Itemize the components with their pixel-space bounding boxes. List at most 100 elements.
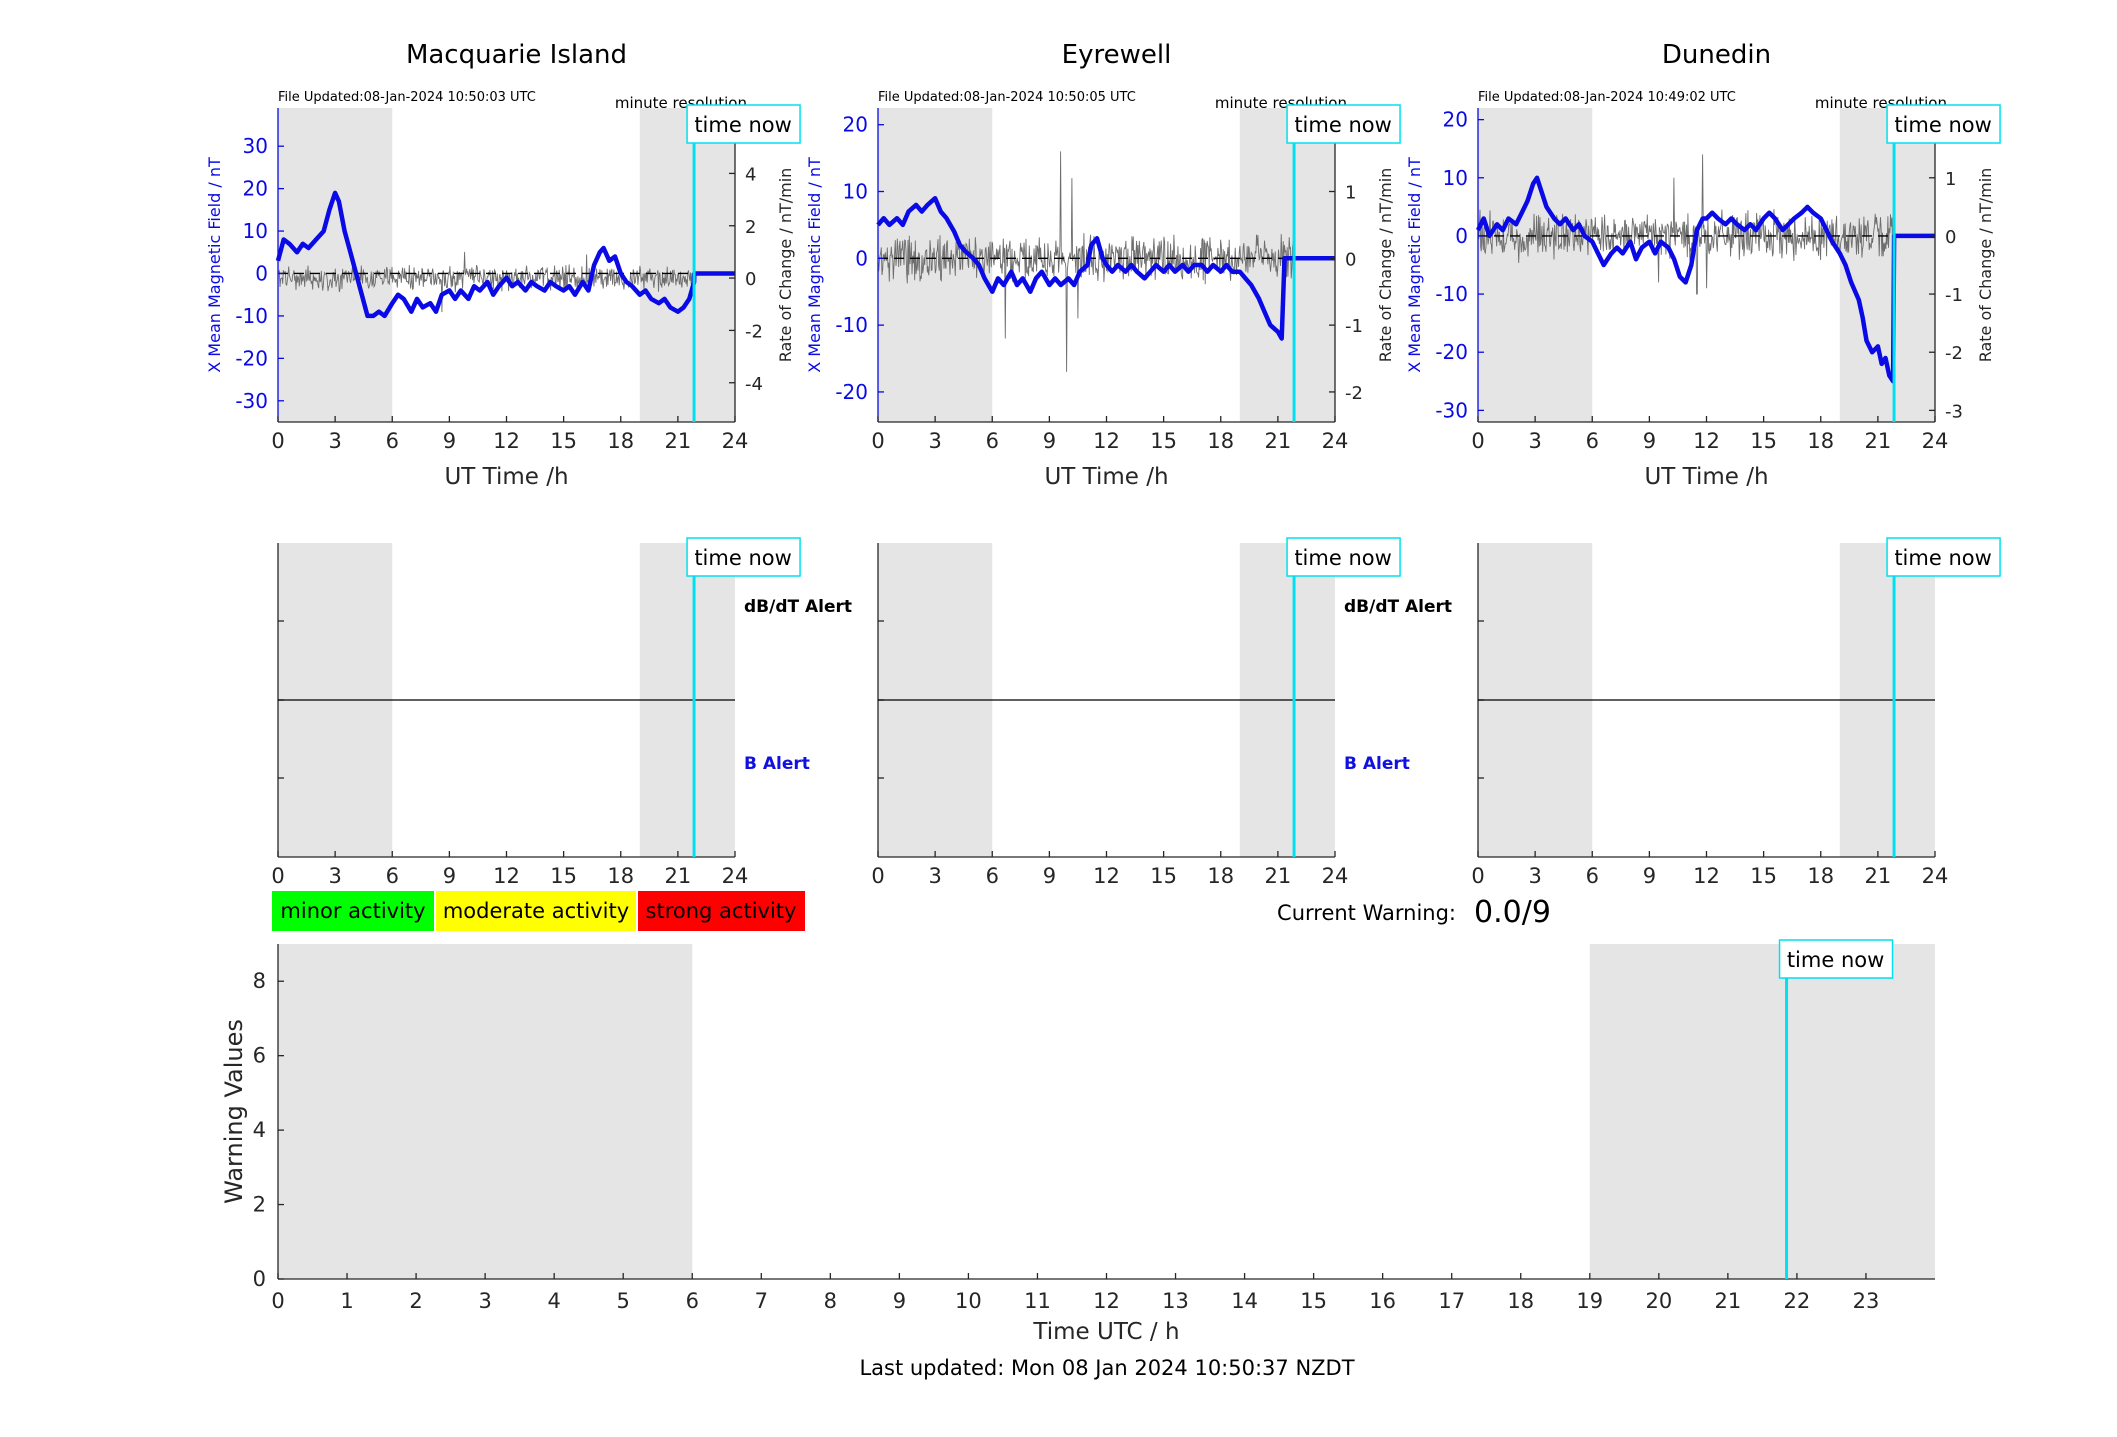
b-alert-label: B Alert bbox=[1344, 754, 1410, 774]
y-right-tick-label: 0 bbox=[1945, 227, 1956, 248]
warning-x-tick-label: 7 bbox=[755, 1289, 768, 1313]
night-shade bbox=[1478, 108, 1593, 422]
legend-minor-label: minor activity bbox=[280, 899, 425, 923]
time-now-box bbox=[1886, 104, 2001, 144]
x-tick-label: 12 bbox=[1693, 864, 1720, 888]
warning-x-tick-label: 18 bbox=[1507, 1289, 1534, 1313]
time-now-label: time now bbox=[1294, 546, 1391, 570]
x-tick-label: 24 bbox=[1922, 429, 1949, 453]
warning-y-tick-label: 8 bbox=[253, 969, 266, 993]
x-tick-label: 0 bbox=[871, 429, 884, 453]
y-tick-label: 20 bbox=[1443, 108, 1468, 132]
last-updated: Last updated: Mon 08 Jan 2024 10:50:37 N… bbox=[859, 1356, 1354, 1380]
y-axis-label: X Mean Magnetic Field / nT bbox=[1405, 157, 1424, 373]
y-right-tick-label: -1 bbox=[1945, 285, 1963, 306]
warning-x-axis-label: Time UTC / h bbox=[1032, 1319, 1179, 1345]
legend-strong-swatch bbox=[638, 891, 805, 931]
warning-x-tick-label: 8 bbox=[824, 1289, 837, 1313]
y-tick-label: 10 bbox=[843, 180, 868, 204]
x-tick-label: 6 bbox=[986, 429, 999, 453]
y-tick-label: 10 bbox=[1443, 166, 1468, 190]
x-tick-label: 24 bbox=[1922, 864, 1949, 888]
x-axis-label: UT Time /h bbox=[1644, 464, 1768, 490]
x-tick-label: 24 bbox=[1322, 429, 1349, 453]
warning-x-tick-label: 10 bbox=[955, 1289, 982, 1313]
station-panel-3: Dunedin File Updated:08-Jan-2024 10:49:02… bbox=[1405, 40, 2001, 490]
time-now-label: time now bbox=[1894, 546, 1991, 570]
warning-x-tick-label: 1 bbox=[340, 1289, 353, 1313]
x-tick-label: 24 bbox=[722, 864, 749, 888]
y-right-axis-label: Rate of Change / nT/min bbox=[1376, 168, 1395, 363]
chart-title: Eyrewell bbox=[1062, 40, 1172, 70]
x-tick-label: 21 bbox=[1265, 864, 1292, 888]
y-tick-label: 0 bbox=[255, 261, 268, 285]
x-tick-label: 12 bbox=[493, 864, 520, 888]
y-tick-label: -10 bbox=[1435, 282, 1468, 306]
time-now-label: time now bbox=[1294, 113, 1391, 137]
warning-y-tick-label: 0 bbox=[253, 1267, 266, 1291]
x-tick-label: 0 bbox=[871, 864, 884, 888]
activity-legend: minor activity moderate activity strong … bbox=[272, 891, 805, 931]
warning-x-tick-label: 6 bbox=[686, 1289, 699, 1313]
x-mean-field-line bbox=[1475, 175, 1935, 384]
x-tick-label: 0 bbox=[1471, 429, 1484, 453]
y-right-axis-label: Rate of Change / nT/min bbox=[776, 168, 795, 363]
alert-panel-3: 0 3 6 9 12 15 18 21 24 time now bbox=[1471, 537, 2001, 888]
y-tick-label: 20 bbox=[243, 177, 268, 201]
night-shade bbox=[278, 108, 393, 422]
x-tick-label: 24 bbox=[1322, 864, 1349, 888]
x-mean-field-line bbox=[275, 190, 735, 319]
rate-of-change-line bbox=[877, 151, 1295, 372]
legend-minor-swatch bbox=[272, 891, 434, 931]
warning-x-tick-label: 21 bbox=[1715, 1289, 1742, 1313]
x-tick-label: 9 bbox=[443, 864, 456, 888]
x-tick-label: 0 bbox=[271, 864, 284, 888]
x-tick-label: 9 bbox=[1643, 429, 1656, 453]
warning-x-tick-label: 17 bbox=[1438, 1289, 1465, 1313]
y-right-tick-label: -2 bbox=[1345, 383, 1363, 404]
x-tick-label: 3 bbox=[1528, 864, 1541, 888]
warning-y-tick-label: 4 bbox=[253, 1118, 266, 1142]
y-right-tick-label: -3 bbox=[1945, 401, 1963, 422]
time-now-label: time now bbox=[1787, 948, 1884, 972]
x-tick-label: 15 bbox=[1150, 429, 1177, 453]
chart-title: Macquarie Island bbox=[406, 40, 627, 70]
warning-x-tick-label: 16 bbox=[1369, 1289, 1396, 1313]
x-tick-label: 21 bbox=[1865, 864, 1892, 888]
x-tick-label: 12 bbox=[1093, 864, 1120, 888]
x-tick-label: 3 bbox=[328, 864, 341, 888]
b-alert-label: B Alert bbox=[744, 754, 810, 774]
x-axis-label: UT Time /h bbox=[444, 464, 568, 490]
x-tick-label: 9 bbox=[1043, 429, 1056, 453]
time-now-box bbox=[686, 537, 801, 577]
x-tick-label: 6 bbox=[1586, 429, 1599, 453]
x-tick-label: 6 bbox=[1586, 864, 1599, 888]
warning-x-tick-label: 4 bbox=[547, 1289, 560, 1313]
y-right-tick-label: -4 bbox=[745, 374, 763, 395]
x-tick-label: 18 bbox=[1207, 864, 1234, 888]
warning-x-tick-label: 15 bbox=[1300, 1289, 1327, 1313]
x-tick-label: 0 bbox=[271, 429, 284, 453]
time-now-label: time now bbox=[1894, 113, 1991, 137]
warning-x-tick-label: 9 bbox=[893, 1289, 906, 1313]
y-right-tick-label: 4 bbox=[745, 164, 756, 185]
y-tick-label: 0 bbox=[1455, 224, 1468, 248]
x-tick-label: 3 bbox=[928, 429, 941, 453]
night-shade bbox=[1589, 944, 1935, 1279]
y-right-tick-label: 2 bbox=[745, 217, 756, 238]
warning-x-tick-label: 5 bbox=[617, 1289, 630, 1313]
x-tick-label: 15 bbox=[1150, 864, 1177, 888]
y-tick-label: -20 bbox=[1435, 340, 1468, 364]
warning-y-tick-label: 6 bbox=[253, 1044, 266, 1068]
y-tick-label: -10 bbox=[235, 304, 268, 328]
current-warning-label: Current Warning: bbox=[1277, 901, 1456, 925]
x-tick-label: 12 bbox=[1093, 429, 1120, 453]
x-tick-label: 18 bbox=[607, 429, 634, 453]
y-tick-label: 0 bbox=[855, 246, 868, 270]
y-right-tick-label: 1 bbox=[1345, 183, 1356, 204]
dbdt-alert-label: dB/dT Alert bbox=[1344, 597, 1452, 617]
file-updated-label: File Updated:08-Jan-2024 10:49:02 UTC bbox=[1478, 90, 1736, 105]
station-panel-1: Macquarie Island File Updated:08-Jan-2024… bbox=[205, 40, 801, 490]
